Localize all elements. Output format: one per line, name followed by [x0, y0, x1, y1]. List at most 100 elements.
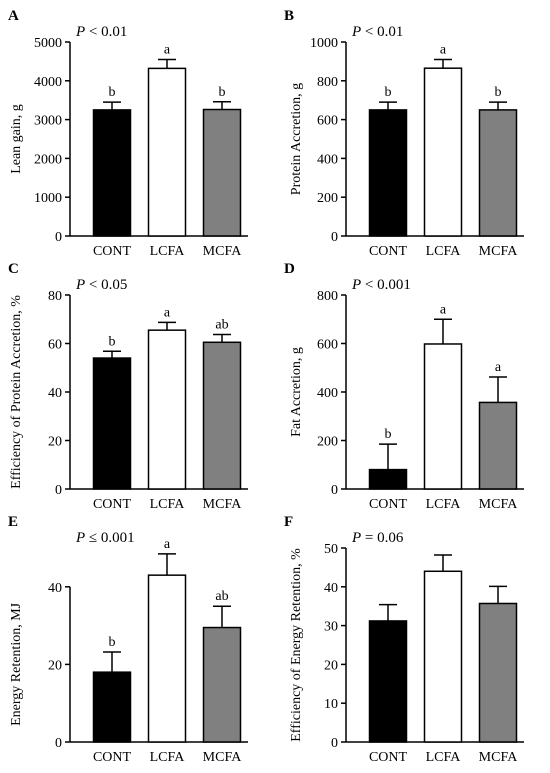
y-tick-label: 600: [317, 114, 338, 129]
y-axis-label: Protein Accretion, g: [289, 83, 304, 195]
x-tick-label: CONT: [93, 244, 132, 259]
x-tick-label: CONT: [93, 497, 132, 512]
y-tick-label: 0: [55, 230, 62, 245]
y-tick-label: 30: [324, 620, 338, 635]
p-symbol: P: [351, 530, 361, 546]
y-tick-label: 40: [324, 581, 338, 596]
x-tick-label: CONT: [369, 244, 408, 259]
x-tick-label: LCFA: [150, 497, 186, 512]
y-tick-label: 5000: [34, 36, 62, 51]
p-value: P < 0.01: [351, 24, 403, 40]
y-tick-label: 0: [55, 483, 62, 498]
bar-lcfa: [423, 67, 463, 237]
p-threshold: = 0.06: [361, 530, 404, 546]
y-tick-label: 40: [48, 581, 62, 596]
significance-letter: ab: [215, 318, 228, 333]
significance-letter: b: [109, 334, 116, 349]
bar-mcfa: [478, 602, 518, 743]
bar-cont: [92, 109, 132, 237]
y-tick-label: 80: [48, 289, 62, 304]
significance-letter: b: [385, 85, 392, 100]
x-tick-label: MCFA: [203, 244, 243, 259]
panel-letter: C: [8, 261, 19, 277]
x-tick-label: LCFA: [426, 244, 462, 259]
x-tick-label: LCFA: [426, 750, 462, 765]
p-threshold: < 0.01: [85, 24, 127, 40]
x-tick-label: MCFA: [203, 497, 243, 512]
p-value: P < 0.001: [351, 277, 411, 293]
y-tick-label: 3000: [34, 114, 62, 129]
x-tick-label: CONT: [369, 497, 408, 512]
x-tick-label: MCFA: [203, 750, 243, 765]
panel-b: B P < 0.01 0 200 400 600 800 1000 Protein Accret…: [284, 8, 524, 259]
bar-lcfa: [147, 67, 187, 237]
panel-e: E P ≤ 0.001 0 20 40 Energy Retention, MJ b CONT…: [8, 514, 248, 765]
bar-cont: [368, 468, 408, 490]
p-symbol: P: [351, 24, 361, 40]
panel-a: A P < 0.01 0 1000 2000 3000 4000 5000 Lean gain,…: [8, 8, 248, 259]
significance-letter: b: [109, 635, 116, 650]
y-tick-label: 40: [48, 386, 62, 401]
y-tick-label: 10: [324, 697, 338, 712]
y-tick-label: 20: [48, 658, 62, 673]
y-tick-label: 50: [324, 542, 338, 557]
bar-mcfa: [478, 401, 518, 490]
x-tick-label: LCFA: [426, 497, 462, 512]
y-tick-label: 400: [317, 386, 338, 401]
significance-letter: a: [440, 42, 447, 57]
y-axis-label: Lean gain, g: [9, 104, 24, 174]
bar-mcfa: [478, 109, 518, 237]
p-value: P = 0.06: [351, 530, 404, 546]
y-tick-label: 0: [55, 736, 62, 751]
bar-mcfa: [202, 341, 242, 490]
x-tick-label: CONT: [369, 750, 408, 765]
y-tick-label: 0: [331, 230, 338, 245]
y-tick-label: 1000: [310, 36, 338, 51]
y-tick-label: 200: [317, 191, 338, 206]
p-threshold: < 0.001: [361, 277, 411, 293]
significance-letter: a: [440, 302, 447, 317]
significance-letter: b: [109, 85, 116, 100]
bar-lcfa: [423, 343, 463, 490]
y-tick-label: 20: [324, 658, 338, 673]
x-tick-label: MCFA: [479, 497, 519, 512]
bar-lcfa: [147, 329, 187, 490]
significance-letter: a: [164, 537, 171, 552]
bar-mcfa: [202, 626, 242, 743]
p-value: P ≤ 0.001: [75, 530, 135, 546]
significance-letter: b: [385, 427, 392, 442]
p-threshold: < 0.01: [361, 24, 403, 40]
y-tick-label: 0: [331, 483, 338, 498]
y-axis-label: Efficiency of Protein Accretion, %: [9, 295, 24, 489]
bar-lcfa: [147, 574, 187, 743]
p-symbol: P: [351, 277, 361, 293]
x-tick-label: MCFA: [479, 750, 519, 765]
significance-letter: ab: [215, 589, 228, 604]
p-value: P < 0.01: [75, 24, 127, 40]
x-tick-label: CONT: [93, 750, 132, 765]
panel-letter: D: [284, 261, 295, 277]
p-symbol: P: [75, 24, 85, 40]
x-tick-label: LCFA: [150, 244, 186, 259]
bar-cont: [368, 109, 408, 237]
p-value: P < 0.05: [75, 277, 127, 293]
p-threshold: < 0.05: [85, 277, 127, 293]
bar-lcfa: [423, 570, 463, 743]
y-tick-label: 60: [48, 338, 62, 353]
y-tick-label: 4000: [34, 75, 62, 90]
y-tick-label: 600: [317, 338, 338, 353]
y-tick-label: 1000: [34, 191, 62, 206]
panel-letter: B: [284, 8, 294, 24]
x-tick-label: MCFA: [479, 244, 519, 259]
panel-d: D P < 0.001 0 200 400 600 800 Fat Accretion, g b…: [284, 261, 524, 512]
y-tick-label: 2000: [34, 152, 62, 167]
significance-letter: a: [164, 42, 171, 57]
p-symbol: P: [75, 530, 85, 546]
y-axis-label: Efficiency of Energy Retention, %: [289, 548, 304, 742]
y-tick-label: 200: [317, 435, 338, 450]
y-tick-label: 20: [48, 435, 62, 450]
x-tick-label: LCFA: [150, 750, 186, 765]
y-tick-label: 0: [331, 736, 338, 751]
y-tick-label: 800: [317, 75, 338, 90]
